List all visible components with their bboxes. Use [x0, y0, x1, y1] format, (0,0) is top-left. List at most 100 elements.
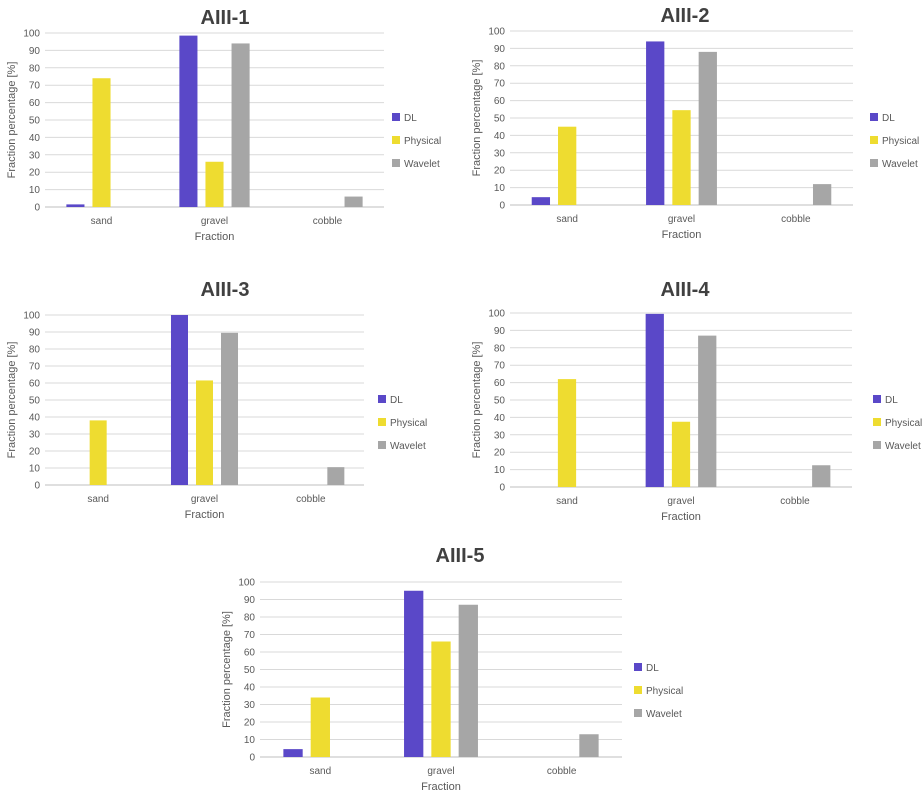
bar-dl-gravel: [179, 35, 198, 207]
chart-title: AIII-1: [201, 7, 250, 29]
legend-label-wavelet: Wavelet: [646, 709, 682, 720]
y-tick-label: 80: [244, 613, 256, 624]
bar-physical-gravel: [672, 110, 691, 205]
y-tick-label: 80: [29, 63, 41, 74]
x-axis-label: Fraction: [195, 231, 235, 243]
y-tick-label: 10: [244, 735, 256, 746]
x-tick-label: sand: [556, 496, 578, 507]
chart-aiii-1: AIII-1 0 10 20 30 40 50 60 70 80 90 100 sand gravel co…: [6, 7, 441, 243]
y-tick-label: 60: [244, 648, 256, 659]
y-tick-label: 20: [494, 166, 506, 177]
chart-panel-aiii-5: AIII-5 0 10 20 30 40 50 60 70 80 90 100 sand gravel co…: [221, 540, 710, 798]
legend-swatch-dl: [378, 395, 386, 403]
y-tick-label: 50: [494, 114, 506, 125]
chart-aiii-2: AIII-2 0 10 20 30 40 50 60 70 80 90 100 sand gravel co…: [471, 5, 919, 241]
y-tick-label: 80: [494, 61, 506, 72]
bar-physical-sand: [310, 697, 330, 757]
legend-label-dl: DL: [882, 113, 895, 124]
x-tick-label: gravel: [427, 766, 454, 777]
bar-physical-gravel: [671, 421, 691, 487]
bar-wavelet-gravel: [698, 51, 717, 205]
y-tick-label: 0: [34, 481, 40, 492]
bar-physical-sand: [89, 420, 107, 485]
x-tick-label: sand: [87, 494, 109, 505]
y-tick-label: 50: [29, 116, 41, 127]
chart-aiii-5: AIII-5 0 10 20 30 40 50 60 70 80 90 100 sand gravel co…: [221, 545, 683, 793]
bar-dl-sand: [531, 197, 551, 205]
chart-title: AIII-4: [661, 279, 711, 301]
legend-swatch-wavelet: [634, 709, 642, 717]
bar-physical-sand: [92, 78, 111, 208]
y-tick-label: 30: [29, 150, 41, 161]
legend-swatch-wavelet: [870, 159, 878, 167]
y-tick-label: 50: [244, 665, 256, 676]
y-tick-label: 50: [494, 396, 506, 407]
y-tick-label: 70: [29, 81, 41, 92]
bar-physical-gravel: [195, 380, 214, 485]
y-tick-label: 50: [29, 396, 41, 407]
bar-dl-gravel: [170, 315, 188, 485]
legend-swatch-physical: [378, 418, 386, 426]
legend-label-dl: DL: [885, 395, 898, 406]
y-tick-label: 40: [29, 413, 41, 424]
x-tick-label: cobble: [780, 496, 810, 507]
y-tick-label: 0: [499, 201, 505, 212]
y-tick-label: 40: [494, 131, 506, 142]
bar-wavelet-cobble: [344, 196, 363, 207]
chart-title: AIII-2: [661, 5, 710, 27]
y-tick-label: 60: [494, 96, 506, 107]
y-tick-label: 0: [249, 753, 255, 764]
y-tick-label: 100: [23, 29, 40, 40]
y-tick-label: 90: [494, 44, 506, 55]
y-tick-label: 10: [494, 183, 506, 194]
y-tick-label: 30: [494, 430, 506, 441]
y-tick-label: 70: [244, 630, 256, 641]
y-tick-label: 10: [494, 465, 506, 476]
bar-physical-sand: [558, 126, 577, 205]
y-tick-label: 80: [494, 343, 506, 354]
y-axis-label: Fraction percentage [%]: [6, 62, 18, 179]
x-tick-label: sand: [91, 216, 113, 227]
x-tick-label: sand: [556, 214, 578, 225]
bar-wavelet-gravel: [221, 332, 239, 485]
x-tick-label: gravel: [668, 214, 695, 225]
legend-swatch-wavelet: [378, 441, 386, 449]
bar-wavelet-cobble: [327, 467, 345, 485]
chart-panel-aiii-4: AIII-4 0 10 20 30 40 50 60 70 80 90 100 sand gravel co…: [460, 274, 922, 532]
bar-wavelet-gravel: [458, 604, 478, 757]
bar-physical-sand: [557, 379, 577, 487]
legend-swatch-physical: [634, 686, 642, 694]
y-tick-label: 70: [29, 362, 41, 373]
bar-dl-sand: [66, 204, 85, 207]
y-tick-label: 30: [29, 430, 41, 441]
y-tick-label: 100: [488, 309, 505, 320]
chart-title: AIII-5: [436, 545, 485, 567]
bar-wavelet-cobble: [812, 184, 832, 205]
x-axis-label: Fraction: [661, 511, 701, 523]
y-tick-label: 70: [494, 361, 506, 372]
legend-label-wavelet: Wavelet: [885, 441, 921, 452]
y-tick-label: 10: [29, 464, 41, 475]
legend-label-wavelet: Wavelet: [882, 159, 918, 170]
bar-physical-gravel: [431, 641, 451, 757]
bar-wavelet-cobble: [812, 465, 831, 487]
legend-label-physical: Physical: [404, 136, 441, 147]
legend-swatch-physical: [870, 136, 878, 144]
legend-label-physical: Physical: [885, 418, 922, 429]
legend-swatch-dl: [870, 113, 878, 121]
y-tick-label: 60: [494, 378, 506, 389]
x-tick-label: sand: [309, 766, 331, 777]
y-axis-label: Fraction percentage [%]: [6, 342, 18, 459]
bar-dl-gravel: [646, 41, 665, 205]
x-axis-label: Fraction: [662, 229, 702, 241]
y-tick-label: 30: [244, 700, 256, 711]
y-tick-label: 0: [34, 203, 40, 214]
y-tick-label: 20: [244, 718, 256, 729]
y-axis-label: Fraction percentage [%]: [471, 342, 483, 459]
bar-wavelet-cobble: [579, 734, 599, 757]
y-tick-label: 40: [494, 413, 506, 424]
y-tick-label: 40: [244, 683, 256, 694]
bar-wavelet-gravel: [231, 43, 250, 207]
legend-swatch-dl: [873, 395, 881, 403]
y-tick-label: 10: [29, 185, 41, 196]
